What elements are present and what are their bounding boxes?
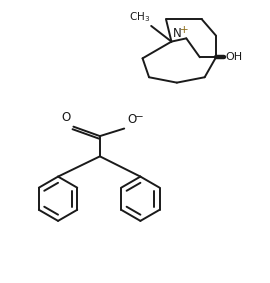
Text: OH: OH — [225, 52, 242, 62]
Text: O: O — [62, 111, 71, 124]
Text: CH$_3$: CH$_3$ — [129, 10, 150, 24]
Text: O: O — [127, 113, 137, 127]
Text: N: N — [173, 27, 182, 40]
Text: +: + — [180, 25, 189, 35]
Text: −: − — [134, 112, 143, 122]
